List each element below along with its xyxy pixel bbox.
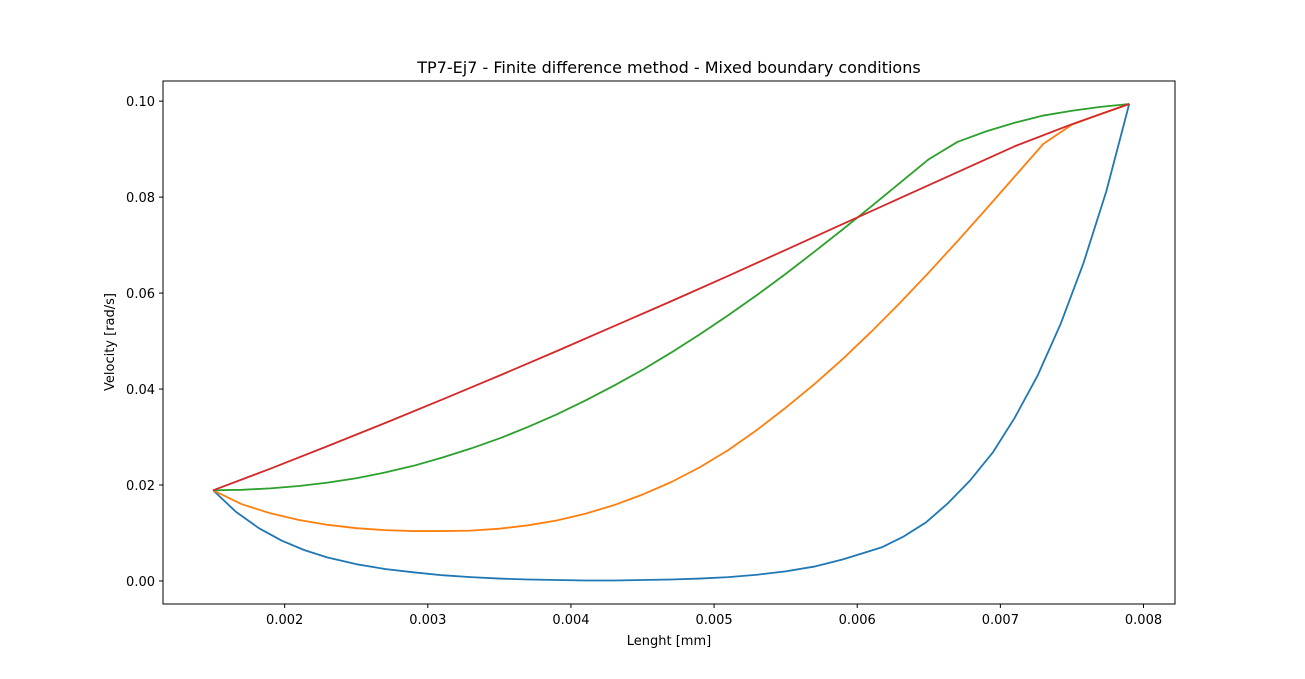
y-tick-label: 0.02: [126, 479, 155, 494]
y-axis-label: Velocity [rad/s]: [103, 293, 118, 391]
plot-area: [162, 80, 1176, 605]
chart-title: TP7-Ej7 - Finite difference method - Mix…: [416, 58, 920, 77]
x-tick-label: 0.004: [552, 613, 589, 628]
x-tick-label: 0.007: [982, 613, 1019, 628]
y-tick-label: 0.06: [126, 287, 155, 302]
x-tick-label: 0.005: [695, 613, 732, 628]
y-tick-label: 0.08: [126, 191, 155, 206]
x-axis-label: Lenght [mm]: [627, 634, 711, 649]
x-tick-label: 0.002: [266, 613, 303, 628]
series-line-2: [212, 103, 1130, 532]
series-line-1: [212, 103, 1131, 582]
y-tick-label: 0.00: [126, 575, 155, 590]
series-layer: [212, 103, 1131, 582]
axes-frame: [162, 80, 1176, 605]
y-tick-label: 0.04: [126, 383, 155, 398]
series-line-3: [213, 103, 1130, 492]
series-line-4: [212, 103, 1130, 492]
x-tick-label: 0.008: [1125, 613, 1162, 628]
y-axis: 0.00 0.02 0.04 0.06 0.08 0.10: [126, 95, 163, 590]
x-tick-label: 0.006: [839, 613, 876, 628]
y-tick-label: 0.10: [126, 95, 155, 110]
x-axis: 0.002 0.003 0.004 0.005 0.006 0.007 0.008: [266, 604, 1162, 628]
x-tick-label: 0.003: [409, 613, 446, 628]
